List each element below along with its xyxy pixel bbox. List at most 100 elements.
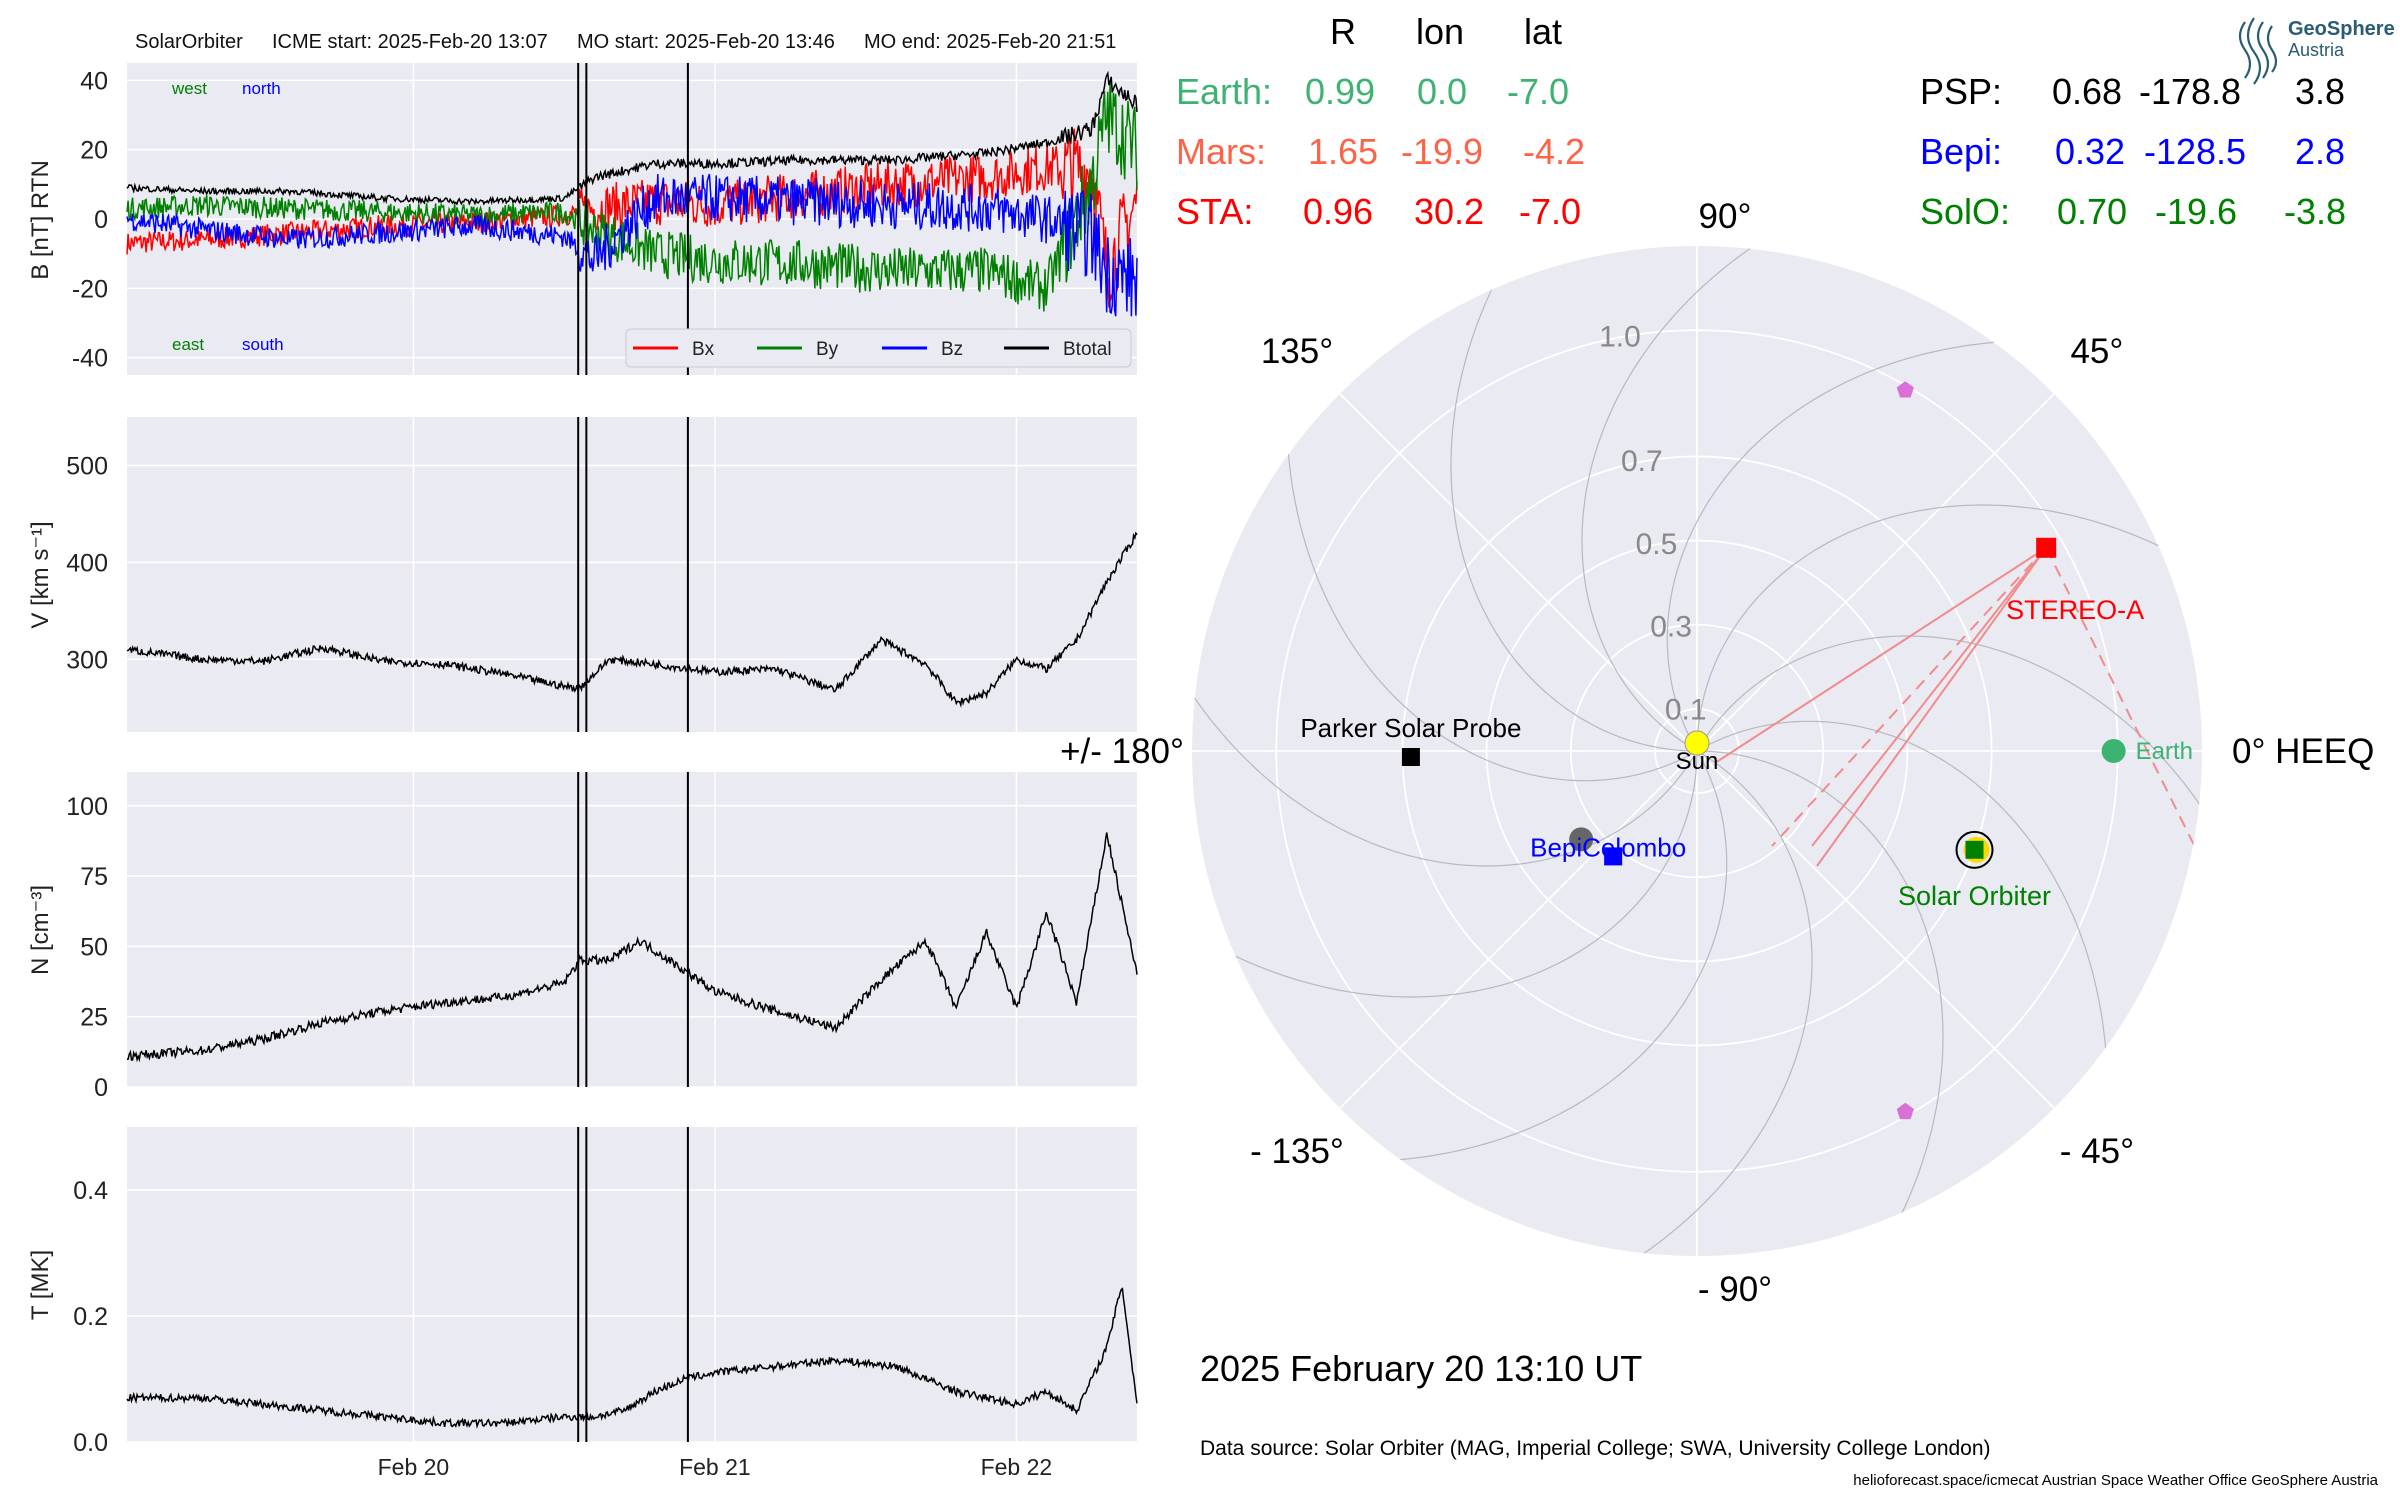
table-sta-r: 0.96	[1303, 191, 1373, 232]
y-axis-titles: B [nT] RTN V [km s⁻¹] N [cm⁻³] T [MK]	[27, 160, 54, 1320]
table-mars-lat: -4.2	[1523, 131, 1585, 172]
label-north: north	[242, 79, 281, 98]
angle-label: 0° HEEQ	[2232, 732, 2374, 771]
table-psp-lat: 3.8	[2295, 71, 2345, 112]
earth-marker	[2101, 739, 2126, 763]
x-tick-label: Feb 22	[981, 1454, 1053, 1480]
logo-line1: GeoSphere	[2288, 18, 2395, 40]
parker-spiral	[1666, 340, 2060, 752]
y-tick-label: 500	[66, 452, 108, 480]
table-sta-name: STA:	[1176, 191, 1253, 232]
logo-line2: Austria	[2288, 40, 2345, 60]
lagrange-point	[1896, 381, 1914, 398]
table-earth-name: Earth:	[1176, 71, 1272, 112]
polar-connection-lines	[1714, 546, 2202, 867]
y-tick-label: 0	[94, 1074, 108, 1102]
series-t	[126, 1287, 1138, 1429]
sta-dashed-line	[1771, 547, 2047, 847]
parker-spiral	[1696, 720, 2108, 1114]
y-tick-label: -40	[72, 345, 108, 373]
label-east: east	[172, 335, 204, 354]
y-tick-label: 0	[94, 206, 108, 234]
table-sta-lat: -7.0	[1519, 191, 1581, 232]
table-bepi-lon: -128.5	[2144, 131, 2246, 172]
panel-t-background	[127, 1127, 1137, 1442]
y-tick-label: -20	[72, 275, 108, 303]
b-legend: Bx By Bz Btotal	[625, 328, 1132, 368]
table-bepi-r: 0.32	[2055, 131, 2125, 172]
y-tick-label: 50	[80, 933, 108, 961]
bepi-label: BepiColombo	[1530, 832, 1686, 862]
sun-marker	[1684, 730, 1710, 756]
psp-label: Parker Solar Probe	[1300, 713, 1521, 743]
table-solo-lon: -19.6	[2155, 191, 2237, 232]
angle-label: +/- 180°	[1060, 732, 1184, 771]
psp-marker	[1401, 747, 1420, 766]
ylabel-v: V [km s⁻¹]	[27, 521, 54, 628]
y-tick-label: 300	[66, 646, 108, 674]
r-tick-label: 0.3	[1650, 611, 1692, 644]
sta-connection-line	[1714, 546, 2047, 764]
lagrange-point	[1896, 1102, 1914, 1120]
table-solo-lat: -3.8	[2284, 191, 2346, 232]
angle-label: - 135°	[1250, 1132, 1344, 1171]
parker-spirals	[1192, 246, 2202, 1256]
ylabel-b: B [nT] RTN	[27, 160, 54, 280]
legend-by: By	[816, 339, 839, 360]
footer-date: 2025 February 20 13:10 UT	[1200, 1348, 1642, 1389]
table-header-r: R	[1330, 11, 1356, 52]
bepi-marker	[1604, 847, 1623, 866]
y-tick-label: 0.2	[73, 1303, 108, 1331]
parker-spiral	[1286, 388, 1698, 782]
stereo-a-label: STEREO-A	[2006, 595, 2144, 625]
sta-connection-line	[1816, 547, 2047, 867]
event-lines	[577, 63, 689, 1442]
stereo-a-marker	[2036, 537, 2057, 558]
angle-label: 90°	[1699, 197, 1752, 236]
angle-label: 45°	[2070, 332, 2123, 371]
series-n	[127, 832, 1138, 1063]
table-mars-r: 1.65	[1308, 131, 1378, 172]
legend-bx: Bx	[692, 339, 715, 360]
table-bepi-lat: 2.8	[2295, 131, 2345, 172]
table-earth-lat: -7.0	[1507, 71, 1569, 112]
table-psp-name: PSP:	[1920, 71, 2002, 112]
legend-bz: Bz	[941, 339, 963, 360]
geosphere-logo-icon	[2238, 17, 2278, 85]
legend-box	[625, 328, 1132, 368]
header-spacecraft: SolarOrbiter	[135, 31, 243, 53]
angular-grid-line	[1339, 750, 1698, 1109]
angular-grid-line	[1696, 750, 2055, 1109]
table-header-lon: lon	[1416, 11, 1464, 52]
panel-n-background	[127, 772, 1137, 1087]
mercury-marker	[1569, 827, 1594, 852]
label-west: west	[171, 79, 207, 98]
sta-connection-line	[1811, 547, 2047, 847]
series-by	[126, 79, 1138, 312]
parker-spiral	[1450, 246, 1697, 752]
y-tick-label: 0.4	[73, 1177, 108, 1205]
r-tick-label: 0.7	[1621, 445, 1663, 478]
earth-label: Earth	[2136, 738, 2193, 765]
header-mo-start: MO start: 2025-Feb-20 13:46	[577, 31, 835, 53]
sun-label: Sun	[1676, 748, 1719, 775]
footer-credits: helioforecast.space/icmecat Austrian Spa…	[1853, 1472, 2378, 1489]
series-layer	[126, 70, 1138, 1429]
parker-spiral	[1192, 641, 1698, 867]
r-tick-label: 1.0	[1599, 321, 1641, 354]
header-icme-start: ICME start: 2025-Feb-20 13:07	[272, 31, 548, 53]
label-south: south	[242, 335, 284, 354]
x-tick-label: Feb 21	[679, 1454, 751, 1480]
parker-spiral	[1587, 750, 1813, 1256]
sta-dashed-line	[2045, 547, 2202, 862]
angular-grid-line	[1696, 393, 2055, 752]
geosphere-logo: GeoSphere Austria	[2238, 17, 2395, 85]
legend-btotal: Btotal	[1063, 339, 1112, 360]
table-psp-lon: -178.8	[2139, 71, 2241, 112]
y-tick-label: 400	[66, 549, 108, 577]
header-mo-end: MO end: 2025-Feb-20 21:51	[864, 31, 1116, 53]
table-solo-name: SolO:	[1920, 191, 2010, 232]
angular-grid-line	[1339, 393, 1698, 752]
ylabel-n: N [cm⁻³]	[27, 885, 54, 975]
y-tick-label: 25	[80, 1004, 108, 1032]
